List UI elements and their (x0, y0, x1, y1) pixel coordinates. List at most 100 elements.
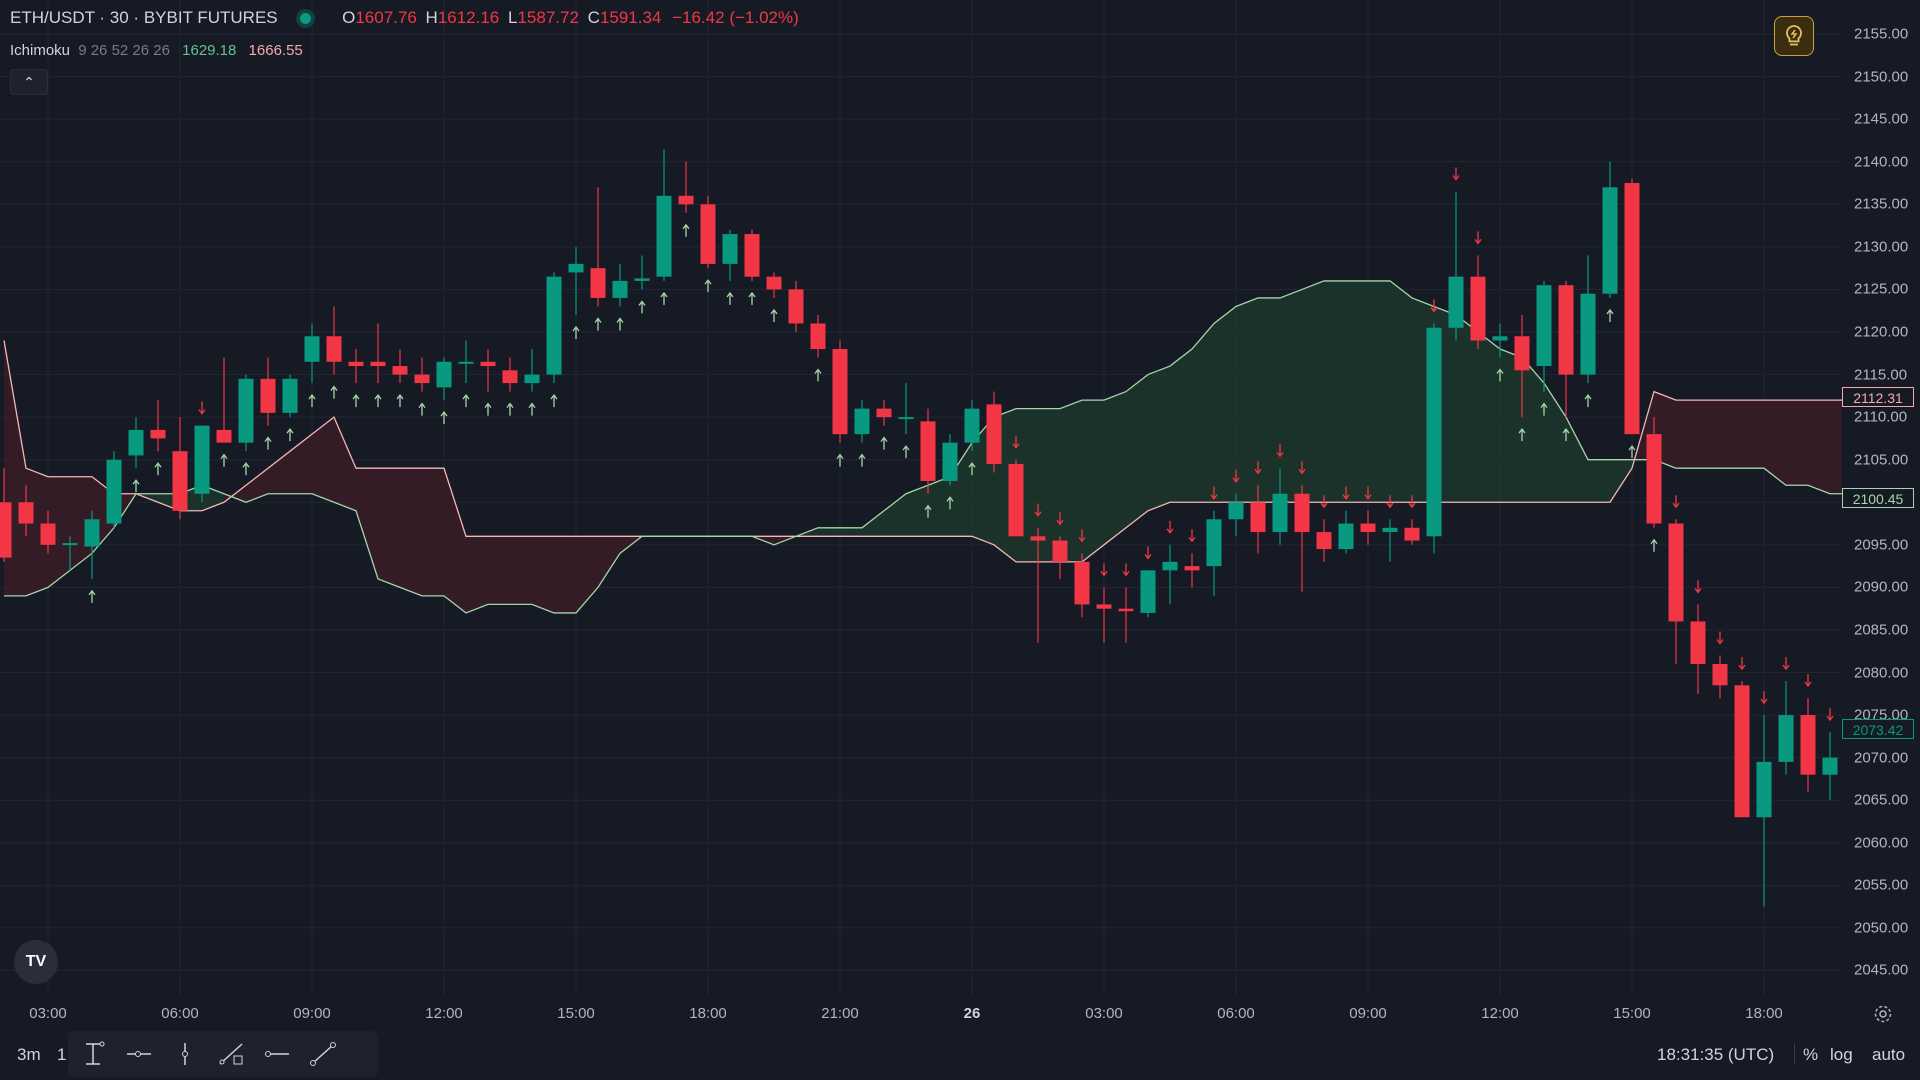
candlestick-series (0, 148, 1838, 907)
timeframe-1[interactable]: 1 (57, 1045, 67, 1064)
up-arrow-icon (418, 402, 426, 416)
ichimoku-line-pink (3, 340, 1842, 563)
candle (1712, 655, 1728, 699)
candle-body (1448, 276, 1464, 328)
up-arrow-icon (374, 393, 382, 408)
cloud-segment (466, 536, 488, 613)
up-arrow-icon (286, 428, 294, 442)
candle-body (1822, 757, 1838, 775)
ohlc-close-key: C (587, 8, 600, 27)
trend-angle-icon[interactable] (216, 1040, 246, 1068)
candle (810, 314, 826, 358)
up-arrow-icon (330, 385, 338, 399)
candle-body (832, 349, 848, 435)
collapse-legend-button[interactable]: ⌃ (10, 69, 48, 95)
price-chart[interactable] (0, 0, 1842, 996)
percent-scale-toggle[interactable]: % (1803, 1045, 1819, 1064)
candle-body (1404, 527, 1420, 541)
down-arrow-icon (1210, 486, 1218, 500)
candle-body (1184, 566, 1200, 571)
down-arrow-icon (1672, 495, 1680, 509)
log-scale-toggle[interactable]: log (1830, 1045, 1853, 1064)
price-tick-label: 2065.00 (1854, 791, 1909, 809)
cloud-segment (1610, 459, 1632, 503)
candle-body (1734, 685, 1750, 818)
candle (1382, 519, 1398, 562)
ohlc-low-value: 1587.72 (517, 8, 579, 27)
indicator-legend[interactable]: Ichimoku 9 26 52 26 26 1629.18 1666.55 (10, 42, 303, 59)
price-tick-label: 2110.00 (1854, 408, 1908, 426)
candle (106, 451, 122, 528)
candle (524, 349, 540, 392)
cloud-segment (1588, 459, 1610, 503)
down-arrow-icon (1254, 461, 1262, 475)
ohlc-high-value: 1612.16 (437, 8, 500, 27)
candle (1778, 681, 1794, 775)
candle-body (1162, 561, 1178, 571)
cloud-segment (532, 536, 554, 613)
down-arrow-icon (1782, 657, 1790, 671)
horizontal-line-icon[interactable] (262, 1040, 292, 1068)
time-tick-label: 09:00 (293, 1005, 331, 1022)
symbol-header: ETH/USDT · 30 · BYBIT FUTURES O1607.76 H… (10, 8, 799, 28)
idea-button[interactable] (1774, 16, 1814, 56)
cloud-segment (378, 468, 400, 588)
tradingview-logo[interactable]: TV (14, 940, 58, 984)
vertical-line-icon[interactable] (170, 1040, 200, 1068)
candle-body (612, 280, 628, 298)
indicator-name[interactable]: Ichimoku (10, 42, 71, 59)
candle (436, 357, 452, 401)
up-arrow-icon (836, 453, 844, 467)
cloud-segment (1170, 349, 1192, 503)
candle (0, 468, 12, 562)
candle (172, 417, 188, 520)
candle (1734, 681, 1750, 818)
candle (1448, 191, 1464, 341)
price-tick-label: 2050.00 (1854, 919, 1909, 937)
candle-body (370, 361, 386, 367)
trend-line-icon[interactable] (308, 1040, 338, 1068)
cloud-segment (1324, 280, 1346, 503)
timeframe-3m[interactable]: 3m (17, 1045, 41, 1064)
candle-body (1382, 527, 1398, 533)
up-arrow-icon (396, 393, 404, 408)
candle-body (414, 374, 430, 384)
auto-scale-toggle[interactable]: auto (1872, 1045, 1906, 1064)
candle-body (1250, 502, 1266, 533)
candle (1492, 323, 1508, 358)
candle (634, 255, 650, 290)
candle (898, 383, 914, 435)
cloud-segment (1720, 400, 1742, 469)
gear-icon[interactable] (1872, 1003, 1894, 1025)
cloud-segment (70, 476, 92, 571)
candle-body (194, 425, 210, 494)
down-arrow-icon (1276, 444, 1284, 458)
cursor-range-icon[interactable] (78, 1040, 108, 1068)
price-tick-label: 2060.00 (1854, 834, 1909, 852)
utc-clock[interactable]: 18:31:35 (UTC) (1657, 1045, 1775, 1064)
time-tick-label: 09:00 (1349, 1005, 1387, 1022)
horizontal-ray-icon[interactable] (124, 1040, 154, 1068)
price-axis[interactable]: 2155.00 2150.00 2145.00 2140.00 2135.00 2130.… (1842, 0, 1920, 996)
candle-body (898, 417, 914, 420)
up-arrow-icon (682, 223, 690, 237)
candle-body (1536, 285, 1552, 367)
candle (1360, 510, 1376, 545)
up-arrow-icon (616, 317, 624, 331)
candle (40, 510, 56, 554)
cloud-segment (444, 468, 466, 613)
time-axis[interactable]: 03:00 06:00 09:00 12:00 15:00 18:00 21:00 26 03:… (0, 996, 1920, 1030)
cloud-segment (400, 468, 422, 596)
cloud-segment (576, 536, 598, 613)
cloud-segment (1346, 280, 1368, 503)
symbol-title[interactable]: ETH/USDT · 30 · BYBIT FUTURES (10, 8, 278, 27)
cloud-segment (4, 340, 26, 596)
up-arrow-icon (528, 402, 536, 416)
candle (744, 229, 760, 281)
up-arrow-icon (484, 402, 492, 416)
cloud-segment (1082, 400, 1104, 562)
candle-body (436, 361, 452, 388)
down-arrow-icon (198, 401, 206, 415)
candle-body (1690, 621, 1706, 664)
price-tick-label: 2120.00 (1854, 323, 1909, 341)
